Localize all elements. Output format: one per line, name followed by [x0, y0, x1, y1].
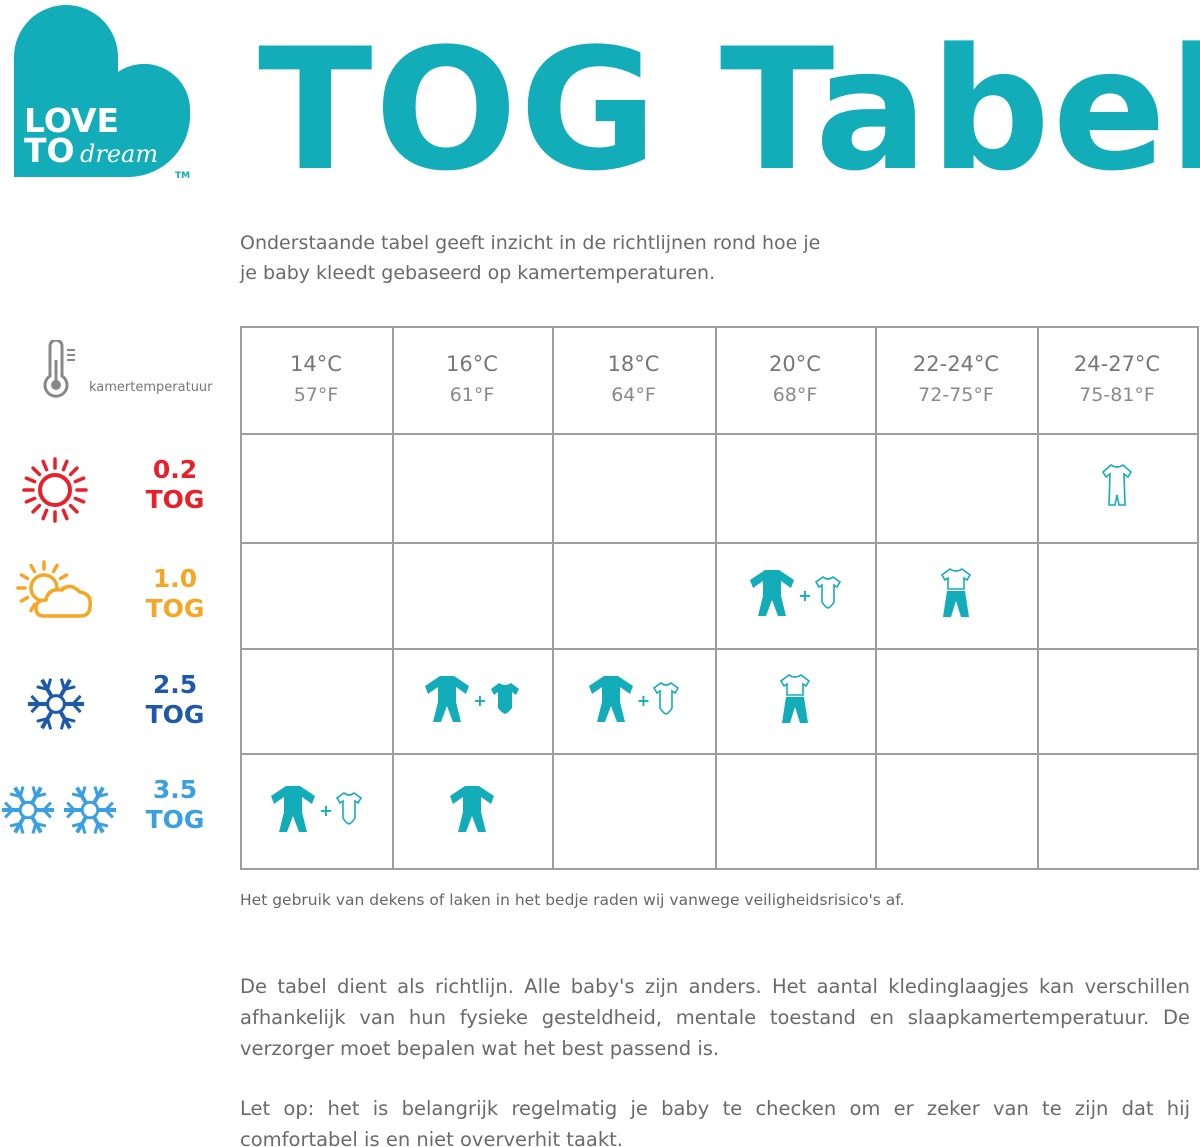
sun-icon [20, 455, 90, 529]
table-cell [1037, 753, 1199, 870]
table-cell: + [715, 542, 877, 650]
table-cell [552, 753, 717, 870]
plus-sign: + [798, 585, 812, 605]
table-cell [715, 648, 877, 755]
romper-icon [423, 674, 471, 728]
celsius-label: 24-27°C [1073, 351, 1161, 376]
logo-to: TO [24, 131, 75, 170]
tog-value: 0.2 [152, 455, 198, 484]
table-cell [875, 753, 1039, 870]
table-cell [392, 753, 554, 870]
romper-icon [587, 674, 635, 728]
bodysuit-outline-icon [814, 575, 842, 615]
warning-paragraph: Let op: het is belangrijk regelmatig je … [240, 1097, 1190, 1147]
tog-label: 0.2 TOG [140, 455, 210, 515]
sun-cloud-icon [14, 560, 98, 628]
table-cell [1037, 433, 1199, 544]
tog-unit: TOG [145, 805, 205, 834]
tog-unit: TOG [145, 700, 205, 729]
fahrenheit-label: 64°F [611, 383, 656, 406]
tog-label: 3.5 TOG [140, 775, 210, 835]
tog-label: 1.0 TOG [140, 564, 210, 624]
love-to-dream-logo: LOVE TO dream TM [14, 5, 190, 181]
guideline-paragraph: De tabel dient als richtlijn. Alle baby'… [240, 975, 1190, 1060]
romper-icon [748, 568, 796, 622]
bodysuit-outline-icon [652, 681, 680, 721]
tee-pants-icon [779, 673, 811, 729]
column-header: 24-27°C 75-81°F [1037, 326, 1199, 435]
safety-note: Het gebruik van dekens of laken in het b… [240, 891, 905, 909]
trademark: TM [175, 171, 190, 181]
table-cell [875, 542, 1039, 650]
column-header: 20°C 68°F [715, 326, 877, 435]
fahrenheit-label: 57°F [293, 383, 339, 406]
snowflake-icon [24, 672, 88, 740]
fahrenheit-label: 75-81°F [1079, 383, 1155, 406]
celsius-label: 14°C [290, 351, 342, 376]
celsius-label: 20°C [769, 351, 821, 376]
fahrenheit-label: 72-75°F [918, 383, 994, 406]
column-header: 16°C 61°F [392, 326, 554, 435]
table-cell [240, 542, 394, 650]
tee-pants-icon [940, 567, 972, 623]
tog-label: 2.5 TOG [140, 670, 210, 730]
tog-unit: TOG [145, 485, 205, 514]
plus-sign: + [473, 691, 487, 710]
celsius-label: 16°C [446, 351, 498, 376]
romper-icon [269, 784, 317, 838]
celsius-label: 22-24°C [912, 351, 1000, 376]
room-temperature-label: kamertemperatuur [89, 380, 213, 395]
bodysuit-filled-icon [489, 681, 521, 721]
table-cell [875, 433, 1039, 544]
fahrenheit-label: 68°F [772, 383, 818, 406]
plus-sign: + [636, 691, 651, 710]
shortie-outline-icon [1101, 463, 1133, 513]
table-cell [240, 433, 394, 544]
tog-value: 3.5 [152, 775, 198, 804]
table-cell [552, 542, 717, 650]
intro-line: Onderstaande tabel geeft inzicht in de r… [240, 232, 821, 254]
table-cell [392, 542, 554, 650]
column-header: 22-24°C 72-75°F [875, 326, 1039, 435]
plus-sign: + [319, 801, 333, 820]
tog-value: 1.0 [152, 564, 198, 593]
fahrenheit-label: 61°F [449, 383, 495, 406]
table-cell [392, 433, 554, 544]
table-cell: + [392, 648, 554, 755]
bodysuit-outline-icon [335, 791, 363, 831]
column-header: 18°C 64°F [552, 326, 717, 435]
tog-value: 2.5 [152, 670, 198, 699]
table-cell: + [552, 648, 717, 755]
logo-love: LOVE [24, 101, 119, 140]
table-cell [552, 433, 717, 544]
page-title: TOG Tabel [258, 12, 1200, 208]
tog-unit: TOG [145, 594, 205, 623]
table-cell [240, 648, 394, 755]
table-cell [875, 648, 1039, 755]
celsius-label: 18°C [607, 351, 660, 376]
romper-icon [448, 784, 496, 838]
tog-grid: 14°C 57°F 16°C 61°F 18°C 64°F 20°C 68°F 22-24°C 7… [240, 326, 1199, 870]
table-cell: + [240, 753, 394, 870]
column-header: 14°C 57°F [240, 326, 394, 435]
intro-line: je baby kleedt gebaseerd op kamertempera… [240, 262, 716, 284]
table-cell [715, 433, 877, 544]
double-snowflake-icon [0, 778, 120, 846]
logo-dream: dream [80, 140, 158, 168]
table-cell [1037, 542, 1199, 650]
table-cell [1037, 648, 1199, 755]
table-cell [715, 753, 877, 870]
thermometer-icon [43, 340, 75, 398]
intro-text: Onderstaande tabel geeft inzicht in de r… [240, 228, 880, 288]
